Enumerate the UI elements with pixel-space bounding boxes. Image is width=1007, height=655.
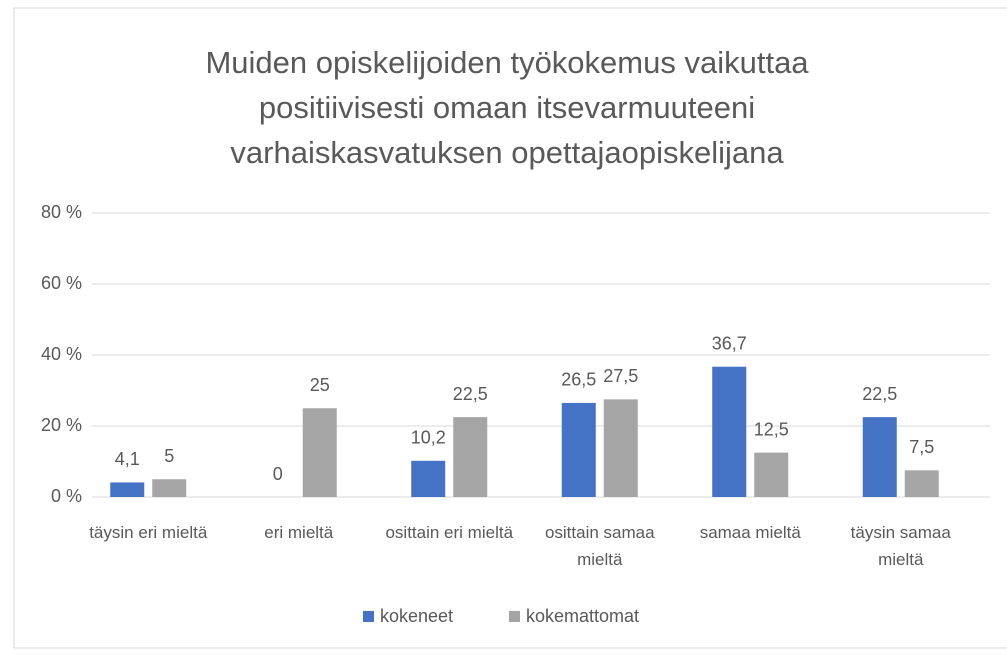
bar (110, 482, 145, 497)
legend-label: kokeneet (380, 606, 453, 626)
data-label: 4,1 (115, 449, 140, 469)
bar (561, 402, 596, 497)
legend-label: kokemattomat (526, 606, 639, 626)
y-tick-label: 80 % (41, 202, 82, 222)
data-label: 7,5 (909, 437, 934, 457)
bar (302, 408, 337, 497)
x-tick-label: täysin eri mieltä (89, 523, 208, 542)
bar (453, 417, 488, 497)
bar (754, 452, 789, 497)
y-tick-label: 0 % (51, 486, 82, 506)
bar (152, 479, 187, 497)
chart-border (13, 7, 1007, 649)
data-label: 27,5 (603, 366, 638, 386)
data-label: 26,5 (561, 370, 596, 390)
data-label: 22,5 (453, 384, 488, 404)
y-tick-label: 20 % (41, 415, 82, 435)
bar (411, 460, 446, 497)
data-label: 5 (164, 446, 174, 466)
data-label: 25 (310, 375, 330, 395)
legend-swatch (363, 611, 374, 622)
data-label: 0 (273, 464, 283, 484)
bar (603, 399, 638, 497)
x-tick-label: osittain samaa mieltä (544, 523, 655, 569)
y-tick-label: 40 % (41, 344, 82, 364)
data-label: 36,7 (712, 333, 747, 353)
data-label: 22,5 (862, 384, 897, 404)
y-tick-label: 60 % (41, 273, 82, 293)
legend-swatch (509, 611, 520, 622)
x-tick-label: osittain eri mieltä (385, 523, 514, 542)
bar (712, 366, 747, 497)
bar (862, 417, 897, 497)
data-label: 12,5 (754, 419, 789, 439)
x-tick-label: eri mieltä (264, 523, 334, 542)
chart-title: Muiden opiskelijoiden työkokemus vaikutt… (205, 45, 809, 170)
x-tick-label: samaa mieltä (699, 523, 801, 542)
x-tick-label: täysin samaa mieltä (850, 523, 951, 569)
data-label: 10,2 (411, 428, 446, 448)
bar (904, 470, 939, 497)
